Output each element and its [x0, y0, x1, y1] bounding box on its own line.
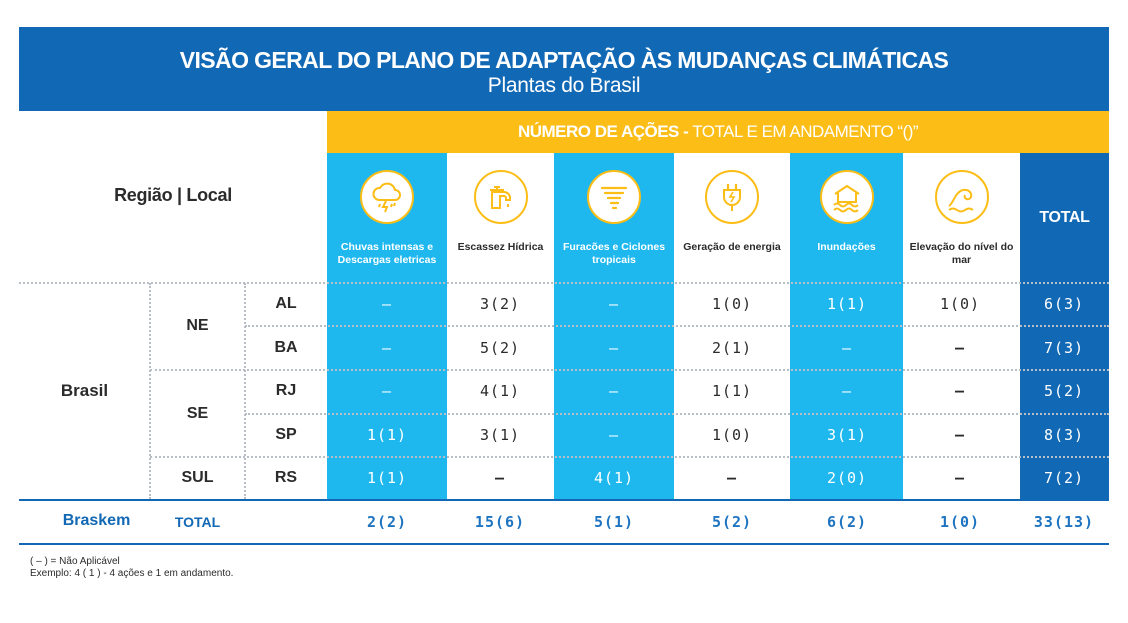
table-cell: – — [954, 469, 966, 487]
table-cell: 3(1) — [826, 426, 868, 444]
local-label-sp: SP — [275, 426, 297, 443]
column-header-escassez: Escassez Hídrica — [447, 153, 554, 281]
region-label-se: SE — [186, 405, 209, 422]
column-divider-local — [244, 283, 246, 499]
footer-total-cell: 5(2) — [711, 513, 753, 531]
total-header-label: TOTAL — [1039, 209, 1090, 226]
actions-header-rest: TOTAL E EM ANDAMENTO “()” — [688, 122, 919, 141]
table-cell: – — [608, 339, 620, 357]
table-cell: – — [954, 382, 966, 400]
table-cell: – — [608, 426, 620, 444]
table-cell: 1(1) — [711, 382, 753, 400]
footer-total-cell: 5(1) — [593, 513, 635, 531]
row-divider-ne-se — [150, 369, 1109, 371]
row-total: 7(3) — [1043, 339, 1085, 357]
table-cell: – — [726, 469, 738, 487]
column-label-chuvas: Chuvas intensas e Descargas eletricas — [337, 241, 437, 266]
region-label-ne: NE — [186, 317, 209, 334]
rain-lightning-icon — [360, 170, 414, 224]
column-header-inundacoes: Inundações — [790, 153, 903, 281]
column-label-elevacao: Elevação do nível do mar — [909, 241, 1014, 266]
table-cell: 1(0) — [711, 295, 753, 313]
actions-header: NÚMERO DE AÇÕES - TOTAL E EM ANDAMENTO “… — [327, 111, 1109, 153]
row-total: 8(3) — [1043, 426, 1085, 444]
footer-total-cell: 15(6) — [474, 513, 526, 531]
table-cell: 5(2) — [479, 339, 521, 357]
column-header-energia: Geração de energia — [674, 153, 790, 281]
table-cell: – — [381, 295, 393, 313]
page-title: VISÃO GERAL DO PLANO DE ADAPTAÇÃO ÀS MUD… — [179, 47, 949, 73]
footnotes: ( – ) = Não Aplicável Exemplo: 4 ( 1 ) -… — [30, 556, 233, 580]
title-banner: VISÃO GERAL DO PLANO DE ADAPTAÇÃO ÀS MUD… — [19, 27, 1109, 111]
page-subtitle: Plantas do Brasil — [487, 74, 641, 97]
table-cell: 3(1) — [479, 426, 521, 444]
footer-total-cell: 6(2) — [826, 513, 868, 531]
footer-divider-top — [19, 499, 1109, 501]
table-cell: 1(1) — [826, 295, 868, 313]
column-header-furacoes: Furacões e Ciclones tropicais — [554, 153, 674, 281]
table-cell: 3(2) — [479, 295, 521, 313]
faucet-icon — [473, 170, 528, 224]
company-label: Braskem — [62, 512, 131, 529]
tornado-icon — [587, 170, 641, 224]
table-cell: – — [494, 469, 506, 487]
table-cell: – — [954, 339, 966, 357]
table-cell: 4(1) — [593, 469, 635, 487]
footer-grand-total: 33(13) — [1033, 513, 1095, 531]
table-cell: – — [381, 339, 393, 357]
column-label-escassez: Escassez Hídrica — [457, 241, 544, 253]
footer-total-cell: 2(2) — [366, 513, 408, 531]
table-cell: – — [841, 382, 853, 400]
table-cell: 1(0) — [939, 295, 981, 313]
row-total: 5(2) — [1043, 382, 1085, 400]
row-total: 6(3) — [1043, 295, 1085, 313]
footnote-example: Exemplo: 4 ( 1 ) - 4 ações e 1 em andame… — [30, 568, 234, 579]
country-label: Brasil — [60, 381, 109, 400]
region-header: Região | Local — [114, 185, 232, 205]
local-label-al: AL — [275, 295, 297, 312]
row-divider-top — [19, 282, 1109, 284]
footer-divider-bottom — [19, 543, 1109, 545]
region-label-sul: SUL — [181, 469, 214, 486]
table-cell: – — [381, 382, 393, 400]
table-cell: 1(1) — [366, 426, 408, 444]
actions-header-bold: NÚMERO DE AÇÕES - — [517, 122, 689, 141]
row-divider-rj-sp — [245, 413, 1109, 415]
column-divider-region — [149, 283, 151, 499]
power-plug-icon — [705, 170, 759, 224]
local-label-rj: RJ — [275, 382, 297, 399]
table-cell: 1(1) — [366, 469, 408, 487]
column-header-elevacao: Elevação do nível do mar — [903, 153, 1020, 281]
wave-icon — [934, 170, 989, 224]
local-label-ba: BA — [274, 339, 298, 356]
local-label-rs: RS — [274, 469, 298, 486]
row-divider-se-sul — [150, 456, 1109, 458]
column-label-energia: Geração de energia — [683, 241, 781, 253]
table-cell: – — [954, 426, 966, 444]
row-total: 7(2) — [1043, 469, 1085, 487]
table-cell: 2(0) — [826, 469, 868, 487]
table-cell: – — [608, 382, 620, 400]
footer-total-label: TOTAL — [174, 514, 221, 530]
column-header-total: TOTAL — [1020, 153, 1109, 281]
table-cell: – — [841, 339, 853, 357]
flooded-house-icon — [819, 170, 874, 224]
table-cell: – — [608, 295, 620, 313]
column-label-inundacoes: Inundações — [817, 241, 876, 253]
table-cell: 4(1) — [479, 382, 521, 400]
footer-total-cell: 1(0) — [939, 513, 981, 531]
footnote-na: ( – ) = Não Aplicável — [30, 556, 120, 567]
table-cell: 1(0) — [711, 426, 753, 444]
table-cell: 2(1) — [711, 339, 753, 357]
column-header-chuvas: Chuvas intensas e Descargas eletricas — [327, 153, 447, 281]
row-divider-al-ba — [245, 325, 1109, 327]
column-label-furacoes: Furacões e Ciclones tropicais — [562, 241, 666, 266]
